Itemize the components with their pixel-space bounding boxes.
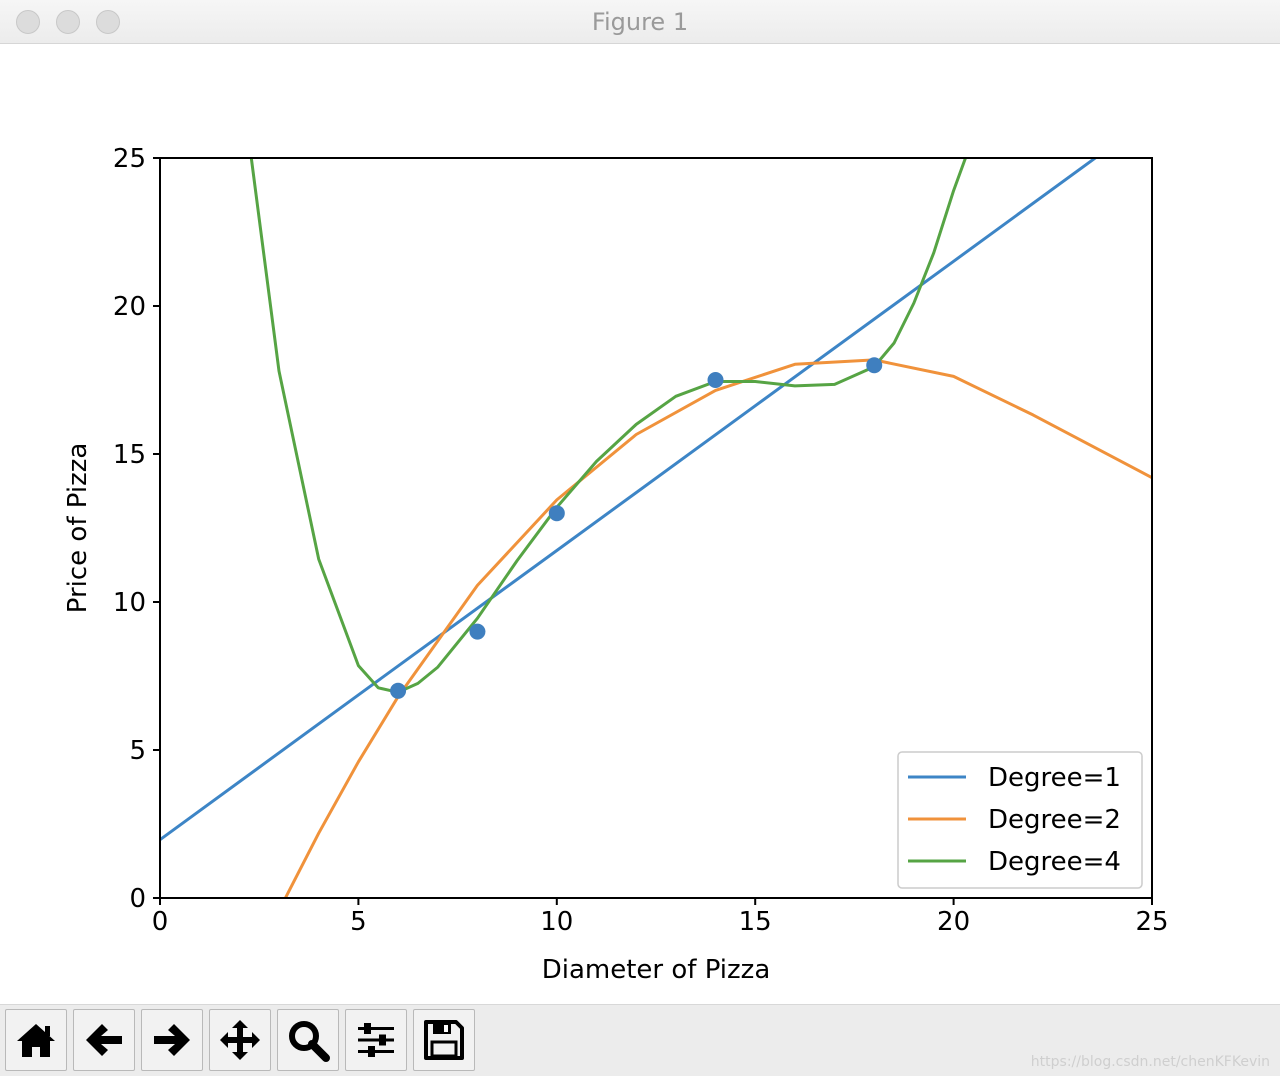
y-tick-label: 10 <box>113 588 146 618</box>
legend: Degree=1 Degree=2 Degree=4 <box>897 751 1143 889</box>
watermark: https://blog.csdn.net/chenKFKevin <box>1030 1054 1270 1070</box>
move-icon <box>220 1020 260 1060</box>
y-tick-label: 5 <box>129 736 146 766</box>
save-button[interactable] <box>413 1009 475 1071</box>
series-line-degree-2 <box>284 358 1152 898</box>
minimize-window-icon[interactable] <box>56 10 80 34</box>
title-bar: Figure 1 <box>0 0 1280 44</box>
close-window-icon[interactable] <box>16 10 40 34</box>
x-tick-label: 0 <box>152 907 169 937</box>
zoom-button[interactable] <box>277 1009 339 1071</box>
data-point <box>866 357 883 374</box>
navigation-toolbar: https://blog.csdn.net/chenKFKevin <box>0 1004 1280 1076</box>
zoom-window-icon[interactable] <box>96 10 120 34</box>
home-button[interactable] <box>5 1009 67 1071</box>
plot-frame <box>159 157 1153 899</box>
floppy-disk-icon <box>424 1020 464 1060</box>
legend-label: Degree=2 <box>988 805 1121 835</box>
chart: 0 5 10 15 20 25 0 5 10 15 20 25 Diameter of Pizza P… <box>63 144 1169 985</box>
series-line-degree-4 <box>249 158 967 694</box>
x-tick-label: 15 <box>739 907 772 937</box>
data-point <box>548 505 565 522</box>
arrow-left-icon <box>86 1024 122 1056</box>
y-tick-label: 15 <box>113 440 146 470</box>
back-button[interactable] <box>73 1009 135 1071</box>
y-tick-label: 25 <box>113 144 146 174</box>
configure-subplots-button[interactable] <box>345 1009 407 1071</box>
x-axis-label: Diameter of Pizza <box>542 955 771 985</box>
series-line-degree-1 <box>160 158 1098 841</box>
forward-button[interactable] <box>141 1009 203 1071</box>
legend-label: Degree=4 <box>988 847 1121 877</box>
data-point <box>707 372 724 388</box>
figure-canvas[interactable]: 0 5 10 15 20 25 0 5 10 15 20 25 Diameter of Pizza P… <box>0 44 1280 1004</box>
x-tick-label: 10 <box>540 907 573 937</box>
x-tick-label: 5 <box>350 907 367 937</box>
data-point <box>469 623 486 640</box>
y-tick-label: 20 <box>113 292 146 322</box>
y-axis-label: Price of Pizza <box>63 443 93 614</box>
x-tick-label: 25 <box>1135 907 1168 937</box>
window-title: Figure 1 <box>591 8 689 36</box>
sliders-icon <box>358 1023 394 1057</box>
y-tick-label: 0 <box>129 884 146 914</box>
home-icon <box>17 1024 55 1057</box>
legend-label: Degree=1 <box>988 763 1121 793</box>
x-tick-label: 20 <box>937 907 970 937</box>
arrow-right-icon <box>154 1024 190 1056</box>
data-point <box>390 682 407 699</box>
magnifier-icon <box>289 1021 330 1062</box>
pan-button[interactable] <box>209 1009 271 1071</box>
legend-box <box>897 751 1143 889</box>
